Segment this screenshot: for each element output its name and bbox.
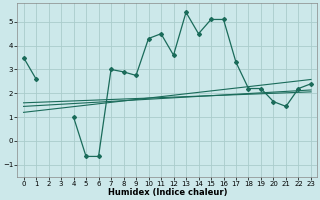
X-axis label: Humidex (Indice chaleur): Humidex (Indice chaleur) [108, 188, 227, 197]
